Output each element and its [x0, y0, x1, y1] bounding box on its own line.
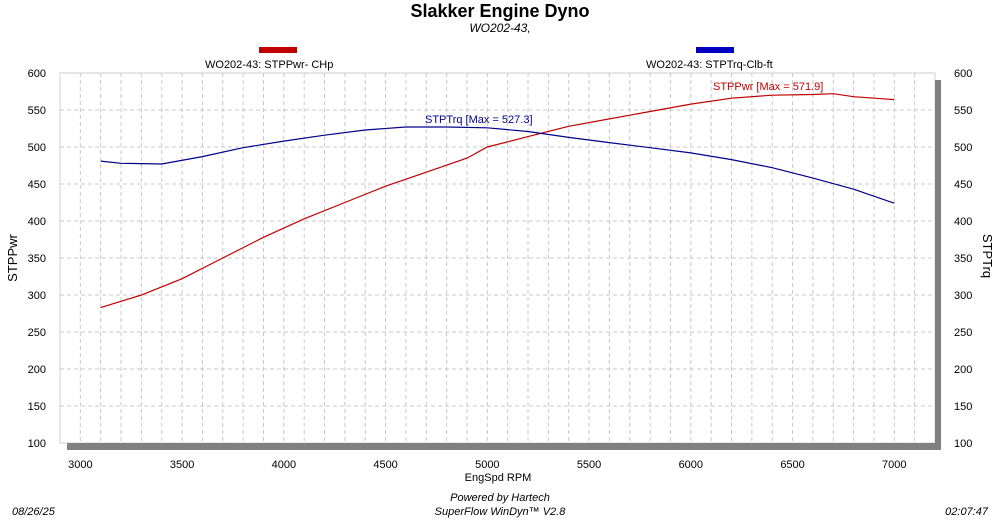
y-tick-label-right: 150 — [954, 401, 972, 413]
y-tick-label-right: 400 — [954, 216, 972, 228]
y-tick-label-left: 600 — [28, 68, 46, 80]
y-tick-label-left: 550 — [28, 105, 46, 117]
y-tick-label-right: 300 — [954, 290, 972, 302]
y-axis-label-left: STPPwr — [5, 233, 20, 281]
software-version: SuperFlow WinDyn™ V2.8 — [434, 506, 566, 518]
y-tick-label-right: 250 — [954, 327, 972, 339]
y-tick-label-right: 500 — [954, 142, 972, 154]
x-tick-label: 3000 — [68, 459, 92, 471]
x-tick-label: 3500 — [170, 459, 194, 471]
torque-max-annotation: STPTrq [Max = 527.3] — [425, 114, 533, 126]
y-tick-label-right: 350 — [954, 253, 972, 265]
plot-shadow-right — [935, 80, 941, 450]
x-tick-label: 6000 — [679, 459, 703, 471]
x-tick-label: 6500 — [780, 459, 804, 471]
power-curve — [100, 93, 895, 309]
x-tick-label: 5000 — [475, 459, 499, 471]
legend-label-power: WO202-43: STPPwr- CHp — [205, 59, 334, 71]
y-tick-label-right: 550 — [954, 105, 972, 117]
legend-label-torque: WO202-43: STPTrq-Clb-ft — [646, 59, 773, 71]
y-axis-label-right: STPTrq — [980, 234, 995, 278]
y-tick-label-left: 200 — [28, 364, 46, 376]
y-tick-label-left: 350 — [28, 253, 46, 265]
y-tick-label-left: 100 — [28, 438, 46, 450]
y-tick-label-left: 400 — [28, 216, 46, 228]
x-tick-label: 4000 — [272, 459, 296, 471]
powered-by: Powered by Hartech — [450, 492, 550, 504]
y-tick-label-left: 250 — [28, 327, 46, 339]
grid — [59, 72, 941, 450]
y-tick-label-left: 150 — [28, 401, 46, 413]
y-tick-label-left: 500 — [28, 142, 46, 154]
y-tick-label-right: 450 — [954, 179, 972, 191]
chart-subtitle: WO202-43, — [469, 21, 531, 35]
footer-date: 08/26/25 — [12, 506, 55, 518]
torque-curve — [100, 126, 895, 204]
y-tick-label-left: 450 — [28, 179, 46, 191]
x-axis-label: EngSpd RPM — [465, 472, 532, 484]
y-tick-label-right: 200 — [954, 364, 972, 376]
x-tick-label: 4500 — [373, 459, 397, 471]
chart-title: Slakker Engine Dyno — [410, 1, 590, 21]
x-tick-label: 5500 — [577, 459, 601, 471]
legend-swatch-power — [259, 47, 297, 53]
power-max-annotation: STPPwr [Max = 571.9] — [713, 81, 823, 93]
y-tick-label-right: 100 — [954, 438, 972, 450]
y-tick-label-left: 300 — [28, 290, 46, 302]
footer-time: 02:07:47 — [945, 506, 988, 518]
x-tick-label: 7000 — [882, 459, 906, 471]
y-tick-label-right: 600 — [954, 68, 972, 80]
plot-shadow-bottom — [67, 443, 941, 450]
legend-swatch-torque — [696, 47, 734, 53]
